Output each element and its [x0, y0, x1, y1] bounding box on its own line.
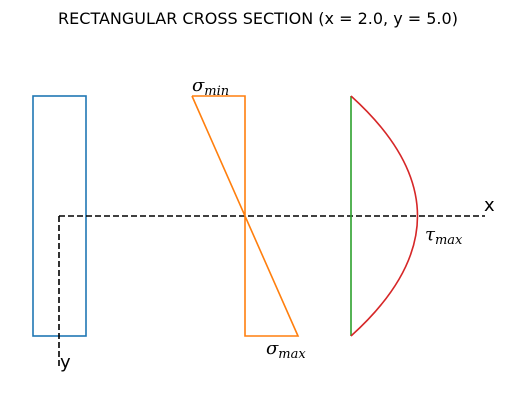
- tau-max-label: τmax: [425, 224, 463, 248]
- tau-max-subscript: max: [435, 233, 463, 248]
- sigma-min-label: σmin: [192, 75, 229, 99]
- diagram-title: RECTANGULAR CROSS SECTION (x = 2.0, y = …: [58, 9, 458, 28]
- shear-stress-parabola: [350, 95, 419, 337]
- sigma-max-label: σmax: [266, 338, 306, 362]
- normal-stress-distribution: [191, 95, 300, 337]
- y-axis-label: y: [60, 352, 71, 373]
- sigma-max-symbol: σ: [266, 338, 279, 359]
- x-axis-label: x: [484, 195, 495, 216]
- sigma-min-symbol: σ: [192, 75, 205, 96]
- sigma-min-subscript: min: [204, 84, 229, 99]
- tau-max-symbol: τ: [425, 224, 436, 245]
- sigma-max-subscript: max: [278, 347, 306, 362]
